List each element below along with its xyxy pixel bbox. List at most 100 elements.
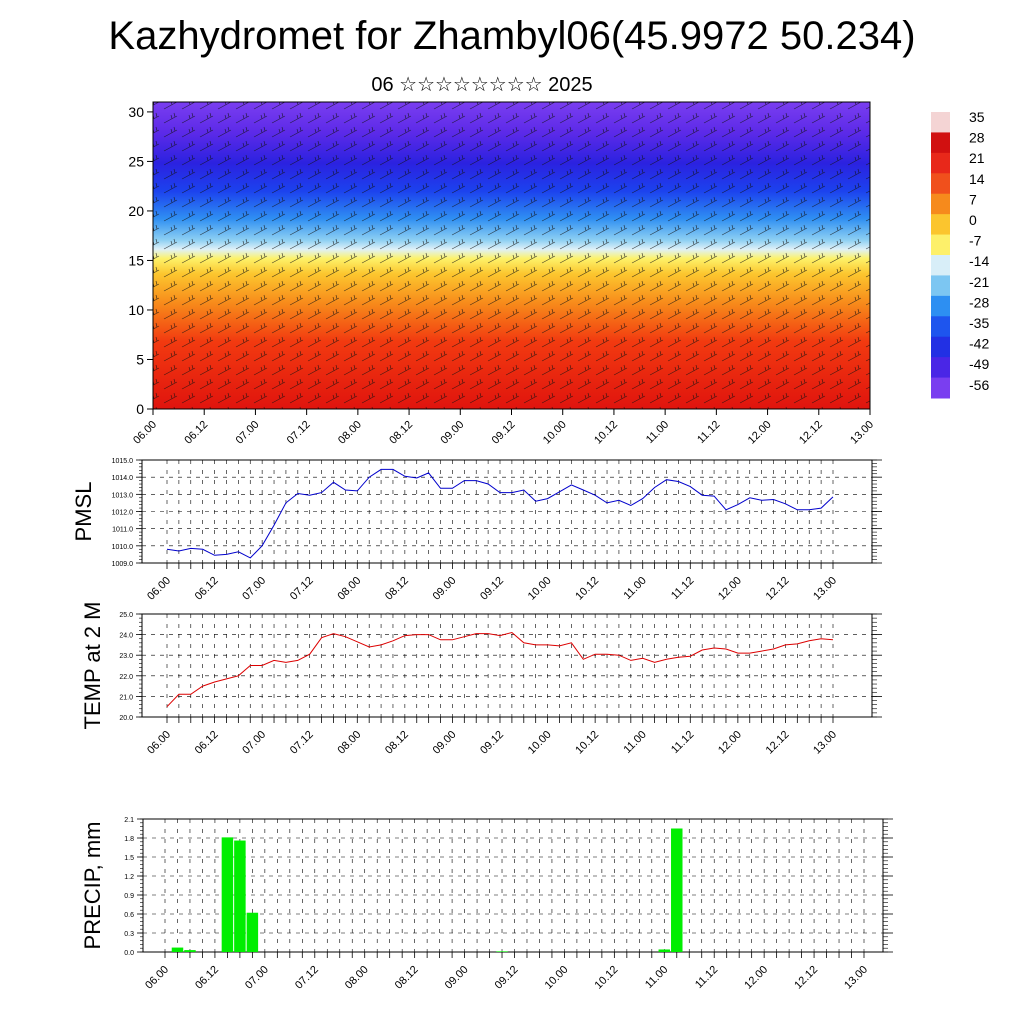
- series-line: [166, 468, 834, 559]
- x-tick-label: 10.00: [526, 575, 554, 603]
- colorbar-segment: [931, 316, 950, 338]
- colorbar-segment: [931, 152, 950, 174]
- precip-bar: [496, 951, 508, 952]
- x-tick-label: 08.00: [335, 575, 363, 603]
- colorbar-segment: [931, 132, 950, 154]
- x-tick-label: 10.00: [526, 729, 554, 757]
- heatmap-x-tick-label: 07.00: [234, 419, 262, 447]
- y-tick-label: 1.8: [124, 836, 134, 843]
- colorbar-segment: [931, 336, 950, 358]
- heatmap-y-tick-label: 20: [128, 203, 144, 219]
- temperature-heatmap-panel: 0 5 10 15 20 25 30 06.00 06.12 07.00 07.12 08.00 08…: [128, 101, 876, 447]
- x-tick-label: 13.00: [811, 575, 839, 603]
- x-tick-label: 10.12: [573, 729, 601, 757]
- y-tick-label: 24.0: [119, 633, 133, 640]
- heatmap-x-tick-label: 13.00: [848, 419, 876, 447]
- x-tick-label: 11.12: [669, 729, 696, 756]
- colorbar-label: 28: [969, 130, 985, 146]
- heatmap-x-tick-label: 08.12: [387, 419, 415, 447]
- heatmap-x-tick-label: 12.12: [797, 419, 825, 447]
- y-tick-label: 20.0: [119, 715, 133, 722]
- colorbar-label: -14: [969, 253, 989, 269]
- x-tick-label: 07.00: [240, 575, 268, 603]
- colorbar-segment: [931, 377, 950, 399]
- x-tick-label: 07.00: [243, 964, 271, 992]
- heatmap-y-tick-label: 0: [136, 401, 144, 417]
- x-tick-label: 08.00: [343, 964, 371, 992]
- x-tick-label: 13.00: [842, 964, 870, 992]
- heatmap-x-tick-label: 09.12: [490, 419, 518, 447]
- y-tick-label: 1.2: [124, 874, 134, 881]
- heatmap-y-tick-label: 5: [136, 351, 144, 367]
- y-tick-label: 1009.0: [112, 561, 134, 568]
- x-tick-label: 07.12: [288, 729, 316, 757]
- y-tick-label: 0.3: [124, 931, 134, 938]
- precip-bar: [234, 840, 246, 952]
- colorbar-label: 0: [969, 212, 977, 228]
- y-tick-label: 2.1: [124, 817, 134, 824]
- y-tick-label: 22.0: [119, 674, 133, 681]
- x-tick-label: 12.00: [716, 575, 744, 603]
- precip-bar: [221, 837, 234, 952]
- colorbar-segment: [931, 295, 950, 317]
- x-tick-label: 13.00: [811, 729, 839, 757]
- heatmap-x-tick-label: 08.00: [336, 419, 364, 447]
- colorbar-label: 7: [969, 191, 977, 207]
- precip-bar: [171, 947, 184, 952]
- heatmap-x-axis: 06.00 06.12 07.00 07.12 08.00 08.12 09.00 09.12…: [131, 409, 876, 447]
- x-tick-label: 08.12: [393, 964, 421, 992]
- x-tick-label: 06.00: [143, 964, 171, 992]
- x-tick-label: 12.12: [764, 575, 792, 603]
- y-tick-label: 23.0: [119, 653, 133, 660]
- x-tick-label: 09.12: [478, 575, 506, 603]
- colorbar-label: -35: [969, 315, 989, 331]
- heatmap-y-tick-label: 25: [128, 153, 144, 169]
- x-tick-label: 08.12: [383, 575, 411, 603]
- colorbar-label: -56: [969, 377, 989, 393]
- colorbar-label: 21: [969, 150, 985, 166]
- x-tick-label: 06.12: [193, 964, 221, 992]
- colorbar-segment: [931, 112, 950, 133]
- y-tick-label: 21.0: [119, 694, 133, 701]
- heatmap-x-tick-label: 06.12: [182, 419, 210, 447]
- colorbar-label: -28: [969, 294, 989, 310]
- heatmap-x-tick-label: 10.12: [592, 419, 620, 447]
- temp-2m-panel: 20.0 21.0 22.0 23.0 24.0 25.0 06.00 06.12 07.00 0…: [80, 602, 882, 757]
- y-tick-label: 1011.0: [112, 527, 133, 534]
- y-tick-label: 0.0: [124, 950, 134, 957]
- precip-bar: [658, 949, 671, 952]
- heatmap-y-tick-label: 15: [128, 252, 144, 268]
- x-tick-label: 12.00: [716, 729, 744, 757]
- heatmap-x-tick-label: 11.12: [695, 419, 722, 446]
- x-tick-label: 07.00: [240, 729, 268, 757]
- x-tick-label: 08.00: [335, 729, 363, 757]
- colorbar-label: -7: [969, 233, 982, 249]
- x-tick-label: 12.00: [742, 964, 770, 992]
- heatmap-y-tick-label: 10: [128, 302, 144, 318]
- colorbar-label: 14: [969, 171, 985, 187]
- heatmap-x-tick-label: 11.00: [644, 419, 671, 446]
- y-tick-label: 0.6: [124, 912, 134, 919]
- y-tick-label: 1014.0: [112, 475, 134, 482]
- precip-panel: 0.0 0.3 0.6 0.9 1.2 1.5 1.8 2.1 06.00 06.12 07.00 0…: [80, 817, 893, 992]
- precip-bar: [246, 912, 259, 952]
- heatmap-x-tick-label: 12.00: [746, 419, 774, 447]
- heatmap-y-tick-label: 30: [128, 104, 144, 120]
- colorbar-label: -42: [969, 336, 989, 352]
- y-axis-label: PRECIP, mm: [80, 822, 105, 950]
- x-tick-label: 09.00: [431, 575, 459, 603]
- x-tick-label: 08.12: [383, 729, 411, 757]
- x-tick-label: 07.12: [288, 575, 316, 603]
- panel-frame: [141, 613, 873, 718]
- colorbar-label: 35: [969, 109, 985, 125]
- colorbar-segment: [931, 214, 950, 236]
- heatmap-x-tick-label: 10.00: [541, 419, 569, 447]
- x-tick-label: 11.00: [621, 729, 648, 756]
- x-tick-label: 10.00: [543, 964, 571, 992]
- x-tick-label: 12.12: [764, 729, 792, 757]
- x-tick-label: 11.12: [669, 575, 696, 602]
- heatmap-x-tick-label: 09.00: [438, 419, 466, 447]
- series-line: [166, 631, 834, 708]
- y-tick-label: 1010.0: [112, 544, 134, 551]
